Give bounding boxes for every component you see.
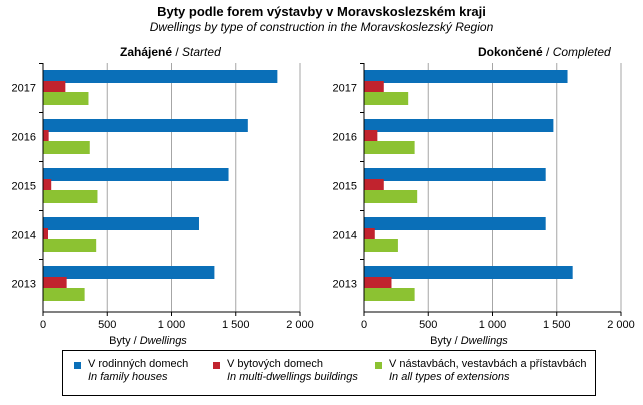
x-tick-label-started: 500 bbox=[98, 319, 116, 331]
bar-started-family-2017 bbox=[43, 70, 278, 83]
x-tick-label-completed: 1 000 bbox=[479, 319, 507, 331]
x-axis-label-completed: Byty / Dwellings bbox=[430, 335, 508, 347]
panel-title-started: Zahájené / Started bbox=[120, 45, 221, 59]
bar-completed-multi-2014 bbox=[364, 228, 375, 241]
y-tick-label-completed: 2014 bbox=[333, 230, 357, 242]
bar-completed-ext-2014 bbox=[364, 239, 398, 252]
bar-started-multi-2016 bbox=[43, 130, 49, 143]
bar-started-multi-2013 bbox=[43, 277, 67, 290]
legend-swatch-extensions bbox=[375, 362, 382, 369]
bar-completed-family-2015 bbox=[364, 168, 546, 181]
panel-title-sep-started: / bbox=[172, 45, 182, 59]
bar-completed-multi-2017 bbox=[364, 81, 384, 94]
y-tick-label-started: 2017 bbox=[12, 83, 36, 95]
chart-title: Byty podle forem výstavby v Moravskoslez… bbox=[157, 4, 486, 19]
x-tick-label-started: 1 500 bbox=[222, 319, 250, 331]
bar-started-multi-2015 bbox=[43, 179, 52, 192]
bar-started-ext-2017 bbox=[43, 92, 89, 105]
y-tick-label-completed: 2016 bbox=[333, 132, 357, 144]
x-tick-label-started: 2 000 bbox=[286, 319, 314, 331]
bar-started-ext-2015 bbox=[43, 190, 98, 203]
bar-completed-family-2017 bbox=[364, 70, 568, 83]
x-axis-label-started: Byty / Dwellings bbox=[109, 335, 187, 347]
x-axis-label-cs-completed: Byty / bbox=[430, 335, 461, 347]
bar-started-multi-2014 bbox=[43, 228, 48, 241]
bar-completed-ext-2017 bbox=[364, 92, 409, 105]
bar-started-family-2013 bbox=[43, 266, 215, 279]
bar-started-ext-2013 bbox=[43, 288, 85, 301]
bar-completed-family-2014 bbox=[364, 217, 546, 230]
x-axis-label-cs-started: Byty / bbox=[109, 335, 140, 347]
panel-title-sep-completed: / bbox=[543, 45, 553, 59]
bar-completed-multi-2013 bbox=[364, 277, 392, 290]
bar-started-ext-2016 bbox=[43, 141, 90, 154]
bar-started-ext-2014 bbox=[43, 239, 97, 252]
x-tick-label-completed: 1 500 bbox=[543, 319, 571, 331]
legend-label-extensions-en: In all types of extensions bbox=[389, 371, 510, 383]
legend-label-family-houses: V rodinných domech bbox=[88, 358, 189, 370]
legend-label-extensions: V nástavbách, vestavbách a přístavbách bbox=[389, 358, 587, 370]
bar-completed-ext-2013 bbox=[364, 288, 415, 301]
x-tick-label-completed: 500 bbox=[419, 319, 437, 331]
x-axis-label-en-completed: Dwellings bbox=[461, 335, 509, 347]
x-tick-label-started: 0 bbox=[40, 319, 46, 331]
legend-swatch-family-houses bbox=[74, 362, 81, 369]
y-tick-label-started: 2015 bbox=[12, 181, 36, 193]
y-tick-label-completed: 2015 bbox=[333, 181, 357, 193]
bar-completed-family-2013 bbox=[364, 266, 573, 279]
legend-label-family-houses-en: In family houses bbox=[88, 371, 168, 383]
legend-swatch-multi-dwellings bbox=[213, 362, 220, 369]
x-tick-label-completed: 0 bbox=[361, 319, 367, 331]
y-tick-label-started: 2014 bbox=[12, 230, 36, 242]
panel-title-completed: Dokončené / Completed bbox=[478, 45, 611, 59]
y-tick-label-started: 2016 bbox=[12, 132, 36, 144]
legend-label-multi-dwellings: V bytových domech bbox=[227, 358, 323, 370]
bar-started-family-2015 bbox=[43, 168, 229, 181]
bar-completed-multi-2016 bbox=[364, 130, 378, 143]
bar-started-family-2016 bbox=[43, 119, 248, 132]
panel-title-en-completed: Completed bbox=[553, 45, 611, 59]
bar-started-family-2014 bbox=[43, 217, 199, 230]
bar-completed-family-2016 bbox=[364, 119, 554, 132]
bar-started-multi-2017 bbox=[43, 81, 66, 94]
chart-subtitle: Dwellings by type of construction in the… bbox=[149, 20, 494, 34]
y-tick-label-completed: 2013 bbox=[333, 279, 357, 291]
y-tick-label-completed: 2017 bbox=[333, 83, 357, 95]
legend: V rodinných domech In family houses V by… bbox=[62, 350, 596, 396]
x-axis-label-en-started: Dwellings bbox=[140, 335, 188, 347]
y-tick-label-started: 2013 bbox=[12, 279, 36, 291]
bar-completed-multi-2015 bbox=[364, 179, 384, 192]
legend-label-multi-dwellings-en: In multi-dwellings buildings bbox=[227, 371, 358, 383]
panel-title-cs-started: Zahájené bbox=[120, 45, 172, 59]
bar-completed-ext-2015 bbox=[364, 190, 418, 203]
bar-completed-ext-2016 bbox=[364, 141, 415, 154]
panel-title-en-started: Started bbox=[182, 45, 221, 59]
x-tick-label-started: 1 000 bbox=[158, 319, 186, 331]
x-tick-label-completed: 2 000 bbox=[607, 319, 635, 331]
panel-title-cs-completed: Dokončené bbox=[478, 45, 543, 59]
